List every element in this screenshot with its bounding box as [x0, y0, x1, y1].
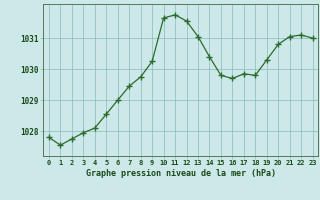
X-axis label: Graphe pression niveau de la mer (hPa): Graphe pression niveau de la mer (hPa): [86, 169, 276, 178]
